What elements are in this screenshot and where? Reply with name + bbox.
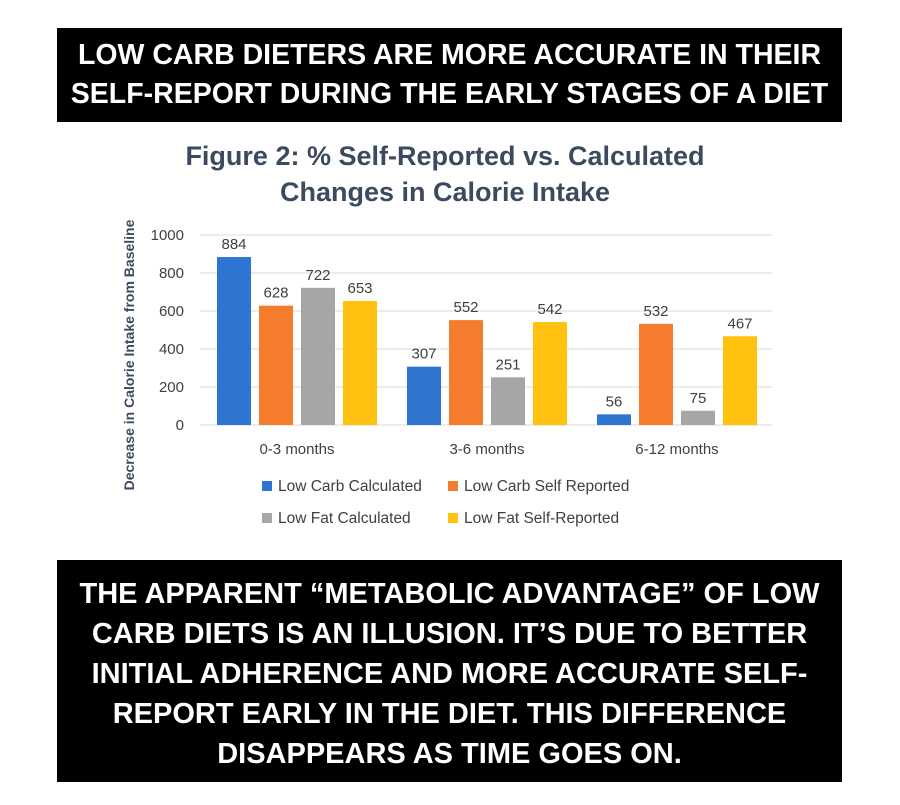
y-axis-label: Decrease in Calorie Intake from Baseline	[121, 219, 137, 490]
bar	[407, 366, 441, 425]
bottom-banner-line: THE APPARENT “METABOLIC ADVANTAGE” OF LO…	[79, 578, 820, 610]
legend-swatch	[448, 481, 458, 491]
bar	[217, 257, 251, 425]
data-label: 552	[453, 299, 478, 316]
data-label: 56	[606, 393, 623, 410]
data-label: 251	[495, 356, 520, 373]
bar	[639, 323, 673, 425]
data-label: 307	[411, 346, 436, 363]
data-label: 532	[643, 303, 668, 320]
chart-title-line: Figure 2: % Self-Reported vs. Calculated	[185, 141, 705, 171]
x-tick-label: 6-12 months	[635, 441, 718, 458]
data-label: 628	[263, 285, 288, 302]
bar	[533, 322, 567, 425]
bottom-banner-line: CARB DIETS IS AN ILLUSION. IT’S DUE TO B…	[91, 618, 808, 650]
top-banner-line: SELF-REPORT DURING THE EARLY STAGES OF A…	[70, 78, 829, 110]
legend-swatch	[448, 513, 458, 523]
bar	[723, 336, 757, 425]
legend-item: Low Fat Calculated	[262, 510, 411, 528]
bottom-banner-line: REPORT EARLY IN THE DIET. THIS DIFFERENC…	[112, 698, 787, 730]
legend-label: Low Fat Calculated	[278, 510, 411, 527]
legend-item: Low Carb Calculated	[262, 478, 422, 496]
bottom-banner: THE APPARENT “METABOLIC ADVANTAGE” OF LO…	[57, 560, 842, 782]
bar	[491, 377, 525, 425]
bar	[449, 320, 483, 425]
bar-chart: Decrease in Calorie Intake from Baseline…	[121, 219, 772, 490]
data-label: 884	[221, 236, 246, 253]
legend-swatch	[262, 481, 272, 491]
bottom-banner-line: INITIAL ADHERENCE AND MORE ACCURATE SELF…	[91, 658, 808, 690]
y-tick-label: 800	[159, 265, 184, 282]
x-tick-label: 3-6 months	[449, 441, 524, 458]
legend-label: Low Carb Self Reported	[464, 478, 630, 495]
top-banner: LOW CARB DIETERS ARE MORE ACCURATE IN TH…	[57, 28, 842, 122]
legend-label: Low Carb Calculated	[278, 478, 422, 495]
legend-swatch	[262, 513, 272, 523]
y-tick-label: 400	[159, 341, 184, 358]
bar	[259, 305, 293, 425]
chart-title: Figure 2: % Self-Reported vs. Calculated…	[150, 138, 740, 210]
y-tick-label: 600	[159, 303, 184, 320]
data-label: 467	[727, 315, 752, 332]
chart-title-line: Changes in Calorie Intake	[279, 177, 611, 207]
y-tick-label: 200	[159, 379, 184, 396]
top-banner-line: LOW CARB DIETERS ARE MORE ACCURATE IN TH…	[77, 39, 822, 71]
bar	[343, 300, 377, 425]
data-label: 722	[305, 267, 330, 284]
data-label: 75	[690, 390, 707, 407]
bar	[597, 414, 631, 425]
data-label: 542	[537, 301, 562, 318]
x-tick-label: 0-3 months	[259, 441, 334, 458]
bottom-banner-line: DISAPPEARS AS TIME GOES ON.	[217, 738, 682, 770]
legend-item: Low Carb Self Reported	[448, 478, 629, 496]
bar	[681, 410, 715, 425]
y-tick-label: 0	[176, 417, 184, 434]
data-label: 653	[347, 280, 372, 297]
bar	[301, 287, 335, 425]
legend-label: Low Fat Self-Reported	[464, 510, 620, 527]
legend-item: Low Fat Self-Reported	[448, 510, 619, 528]
y-tick-label: 1000	[151, 227, 184, 244]
